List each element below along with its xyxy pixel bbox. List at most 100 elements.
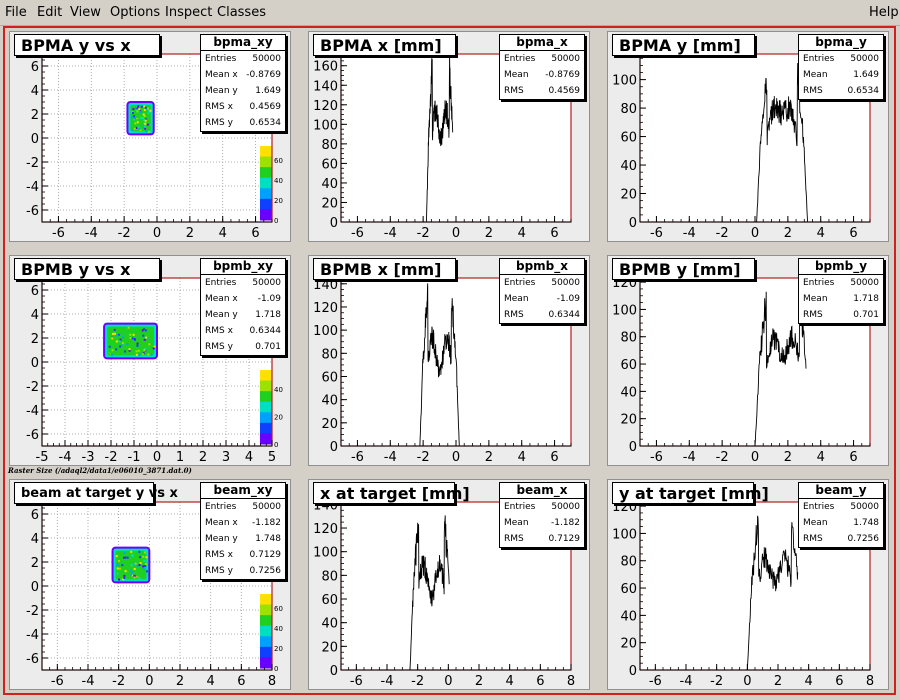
- y-tick-label: -2: [26, 604, 39, 619]
- palette-swatch: [260, 636, 272, 648]
- stats-box[interactable]: bpmb_x Entries 50000 Mean -1.09 RMS 0.6344: [499, 258, 585, 324]
- density-pixel: [113, 328, 116, 331]
- density-pixel: [135, 350, 138, 353]
- stats-label: RMS: [803, 310, 823, 320]
- stats-label: Entries: [803, 278, 835, 288]
- density-pixel: [114, 332, 117, 335]
- histogram-pad[interactable]: -6 -4 -2 0 2 4 6 8 0 20 40 60 80 100 120 y at target [m…: [607, 479, 889, 690]
- histogram-pad[interactable]: -6 -4 -2 0 2 4 6 0 20 40 60 80 100 120 140 BPMB x [mm] b…: [308, 255, 590, 466]
- density-pixel: [141, 116, 144, 119]
- stats-value: 1.649: [853, 70, 879, 80]
- density-pixel: [116, 334, 119, 337]
- x-tick-label: -6: [350, 674, 363, 689]
- stats-value: 50000: [551, 54, 580, 64]
- stats-label: Mean: [504, 70, 529, 80]
- stats-box[interactable]: bpmb_y Entries 50000 Mean 1.718 RMS 0.701: [798, 258, 884, 324]
- histogram-pad[interactable]: -6 -4 -2 0 2 4 6 8 0 20 40 60 80 100 120 140 x at target…: [308, 479, 590, 690]
- scatter-pad[interactable]: 0 20 40 60 -6 -4 -2 0 2 4 6 8 -6 -4 -2 0 2 4 6 beam at targ…: [9, 479, 291, 690]
- density-pixel: [133, 115, 136, 118]
- x-tick-label: -4: [82, 674, 95, 689]
- stats-title: bpma_xy: [201, 35, 285, 51]
- pad-title: BPMA x [mm]: [313, 34, 456, 56]
- stats-box[interactable]: bpma_x Entries 50000 Mean -0.8769 RMS 0.4569: [499, 34, 585, 100]
- y-tick-label: 0: [330, 440, 338, 455]
- scatter-pad[interactable]: 0 20 40 -5 -4 -3 -2 -1 0 1 2 3 4 5 -6 -4 -2 0 2 4 6 BPMB y vs…: [9, 255, 291, 466]
- y-tick-label: 0: [629, 440, 637, 455]
- histogram-pad[interactable]: -6 -4 -2 0 2 4 6 0 20 40 60 80 100 120 140 160 BPMA x [m…: [308, 31, 590, 242]
- y-tick-label: 20: [620, 637, 637, 652]
- density-pixel: [145, 578, 148, 581]
- x-tick-label: 0: [153, 450, 161, 465]
- density-pixel: [118, 340, 121, 343]
- histogram-pad[interactable]: -6 -4 -2 0 2 4 6 0 20 40 60 80 100 BPMA y [mm] bpma_y E…: [607, 31, 889, 242]
- y-tick-label: 40: [321, 394, 338, 409]
- stats-box[interactable]: beam_x Entries 50000 Mean -1.182 RMS 0.7129: [499, 482, 585, 548]
- stats-box[interactable]: bpma_xy Entries 50000 Mean x -0.8769 Mean y 1.…: [200, 34, 286, 132]
- stats-label: Mean x: [205, 294, 238, 304]
- density-pixel: [111, 354, 114, 357]
- density-pixel: [145, 336, 148, 339]
- density-pixel: [131, 553, 134, 556]
- density-pixel: [119, 553, 122, 556]
- density-pixel: [143, 105, 146, 108]
- x-tick-label: 4: [207, 674, 215, 689]
- stats-row: Mean x -1.09: [201, 291, 285, 307]
- density-pixel: [118, 560, 121, 563]
- stats-row: RMS x 0.7129: [201, 547, 285, 563]
- density-pixel: [138, 338, 141, 341]
- density-pixel: [118, 353, 121, 356]
- menu-help[interactable]: Help: [869, 5, 899, 20]
- stats-value: -1.09: [556, 294, 580, 304]
- pad-title: beam at target y vs x: [14, 482, 178, 504]
- menu-inspect[interactable]: Inspect: [165, 5, 213, 20]
- density-pixel: [149, 109, 152, 112]
- menu-classes[interactable]: Classes: [217, 5, 266, 20]
- stats-value: -0.8769: [246, 70, 281, 80]
- density-pixel: [144, 127, 147, 130]
- stats-row: Mean x -0.8769: [201, 67, 285, 83]
- density-pixel: [137, 126, 140, 129]
- density-pixel: [135, 569, 138, 572]
- palette-tick-label: 60: [274, 605, 283, 613]
- density-pixel: [136, 574, 139, 577]
- menu-edit[interactable]: Edit: [37, 5, 63, 20]
- density-pixel: [139, 556, 142, 559]
- density-pixel: [145, 130, 148, 133]
- density-pixel: [131, 574, 134, 577]
- pad-title: BPMB y vs x: [14, 258, 160, 280]
- density-pixel: [132, 108, 135, 111]
- density-pixel: [143, 559, 146, 562]
- stats-label: RMS x: [205, 102, 233, 112]
- menu-view[interactable]: View: [70, 5, 101, 20]
- density-pixel: [145, 570, 148, 573]
- histogram-line: [421, 55, 454, 223]
- density-pixel: [142, 555, 145, 558]
- x-tick-label: -2: [417, 450, 430, 465]
- stats-row: Mean -0.8769: [500, 67, 584, 83]
- density-pixel: [119, 554, 122, 557]
- stats-label: Entries: [504, 54, 536, 64]
- pad-title: BPMA y vs x: [14, 34, 160, 56]
- palette-swatch: [260, 657, 272, 669]
- histogram-pad[interactable]: -6 -4 -2 0 2 4 6 0 20 40 60 80 100 120 BPMB y [mm] bpmb…: [607, 255, 889, 466]
- scatter-pad[interactable]: 0 20 40 60 -6 -4 -2 0 2 4 6 -6 -4 -2 0 2 4 6 BPMA y vs x bp…: [9, 31, 291, 242]
- stats-title: bpma_y: [799, 35, 883, 51]
- stats-box[interactable]: bpmb_xy Entries 50000 Mean x -1.09 Mean y 1.71…: [200, 258, 286, 356]
- stats-label: RMS: [803, 86, 823, 96]
- stats-value: 50000: [850, 278, 879, 288]
- stats-value: -0.8769: [545, 70, 580, 80]
- y-tick-label: 60: [321, 593, 338, 608]
- density-pixel: [133, 118, 136, 121]
- x-tick-label: -4: [381, 674, 394, 689]
- stats-box[interactable]: beam_xy Entries 50000 Mean x -1.182 Mean y 1.7…: [200, 482, 286, 580]
- stats-value: 0.6344: [548, 310, 581, 320]
- stats-label: Mean: [504, 294, 529, 304]
- density-pixel: [128, 348, 131, 351]
- y-tick-label: 60: [620, 131, 637, 146]
- menu-file[interactable]: File: [5, 5, 27, 20]
- stats-box[interactable]: bpma_y Entries 50000 Mean 1.649 RMS 0.6534: [798, 34, 884, 100]
- stats-box[interactable]: beam_y Entries 50000 Mean 1.748 RMS 0.7256: [798, 482, 884, 548]
- y-tick-label: 60: [620, 358, 637, 373]
- stats-row: RMS x 0.4569: [201, 99, 285, 115]
- menu-options[interactable]: Options: [110, 5, 161, 20]
